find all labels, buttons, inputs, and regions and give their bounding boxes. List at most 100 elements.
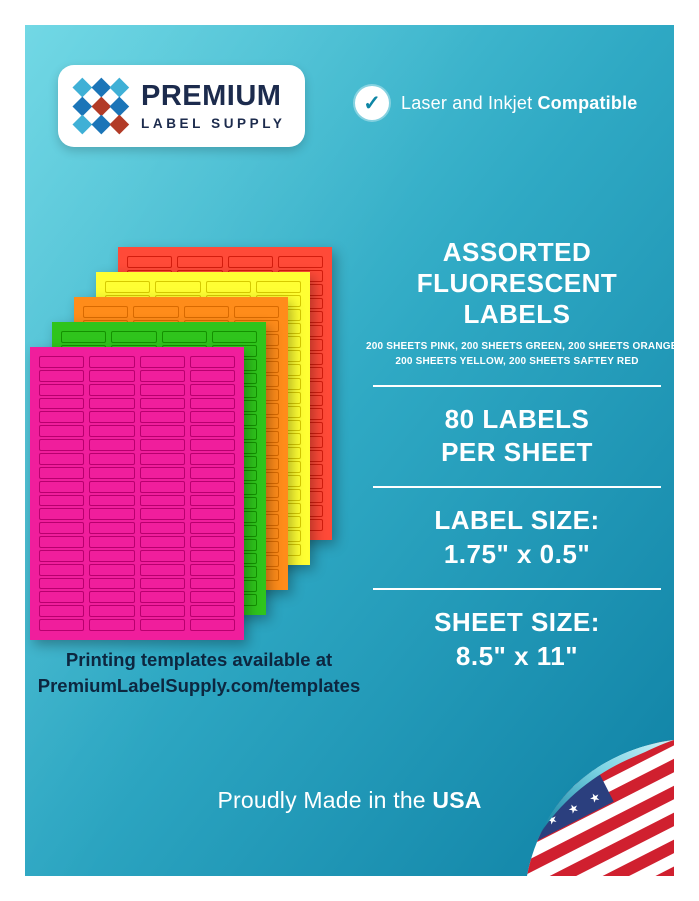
label-cell [139,549,185,562]
sheet-counts-line1: 200 SHEETS PINK, 200 SHEETS GREEN, 200 S… [366,340,674,352]
label-cell [89,425,135,438]
label-cell [89,619,135,631]
label-cell [89,439,135,451]
label-cell [189,577,235,590]
sheet-size-heading: SHEET SIZE: [434,606,600,637]
label-cell [39,508,85,521]
label-cell [89,591,135,604]
label-cell [39,522,85,535]
label-cell [89,369,135,382]
label-cell [189,356,235,368]
logo-tile [91,96,111,116]
label-cell [89,383,135,396]
label-cell [39,383,85,396]
label-cell [39,439,85,451]
label-cell [39,577,85,590]
label-cell [211,331,257,343]
brand-logo-card: PREMIUM LABEL SUPPLY [58,65,305,147]
templates-note: Printing templates available at PremiumL… [29,647,369,699]
logo-tile [109,77,130,97]
label-cell [139,425,185,438]
label-cell [189,522,235,535]
product-title-line1: ASSORTED [442,237,592,267]
label-cell [205,281,251,293]
label-cell [89,466,135,479]
label-cell [139,383,185,396]
made-in-usa-regular: Proudly Made in the [217,787,433,813]
label-cell [255,281,301,293]
label-cell [277,256,323,268]
label-size-value: 1.75" x 0.5" [443,538,591,569]
check-circle-icon: ✓ [355,86,389,120]
compatibility-text: Laser and Inkjet Compatible [401,93,638,114]
label-cell [139,411,185,424]
label-cell [83,306,129,318]
made-in-usa-text: Proudly Made in the USA [25,787,674,814]
label-cell [39,356,85,368]
label-cell [189,480,235,493]
label-cell [139,563,185,576]
logo-tile [109,114,130,135]
templates-note-line1: Printing templates available at [65,649,333,670]
label-cell [39,619,85,631]
label-cell [111,331,157,343]
logo-tile [109,96,130,116]
label-cell [139,466,185,479]
label-cell [89,508,135,521]
label-cell [189,536,235,548]
product-title-line2: FLUORESCENT LABELS [416,268,618,330]
templates-note-line2: PremiumLabelSupply.com/templates [37,674,361,696]
label-cell [39,480,85,493]
label-cell [177,256,223,268]
svg-text:★: ★ [545,786,561,803]
label-cell [183,306,229,318]
compatibility-text-bold: Compatible [537,92,638,113]
label-cell [39,411,85,424]
specs-panel: ASSORTED FLUORESCENT LABELS 200 SHEETS P… [366,237,674,673]
label-cell [189,397,235,410]
label-cell [189,369,235,382]
brand-name-line1: PREMIUM [141,79,282,112]
label-cell [189,466,235,479]
label-cell [155,281,201,293]
label-cell [189,563,235,576]
label-cell [139,619,185,631]
label-cell [89,494,135,507]
sheet-size-value: 8.5" x 11" [455,640,579,671]
label-size-heading: LABEL SIZE: [434,505,600,536]
label-cell [39,397,85,410]
label-cell [39,452,85,465]
svg-text:★: ★ [546,761,562,778]
label-cell [39,425,85,438]
svg-text:★: ★ [524,797,539,814]
divider [373,486,661,489]
label-sheet-stack [30,247,365,647]
divider [373,587,661,590]
label-cell [61,331,107,343]
compatibility-text-regular: Laser and Inkjet [401,92,538,113]
label-cell [89,480,135,493]
label-cell [189,383,235,396]
label-sheet-pink [30,347,244,640]
label-cell [39,466,85,479]
label-cell [139,397,185,410]
label-cell [89,563,135,576]
logo-tile [72,96,92,116]
label-cell [189,619,235,631]
label-cell [161,331,207,343]
logo-tile [72,114,92,135]
label-cell [89,356,135,368]
svg-text:★: ★ [567,750,583,767]
label-cell [227,256,273,268]
label-cell [39,494,85,507]
label-cell [139,439,185,451]
label-cell [139,605,185,618]
label-cell [89,605,135,618]
label-cell [39,549,85,562]
label-cell [89,549,135,562]
labels-per-sheet-line2: PER SHEET [441,437,593,468]
label-cell [133,306,179,318]
divider [373,384,661,387]
label-cell [189,452,235,465]
